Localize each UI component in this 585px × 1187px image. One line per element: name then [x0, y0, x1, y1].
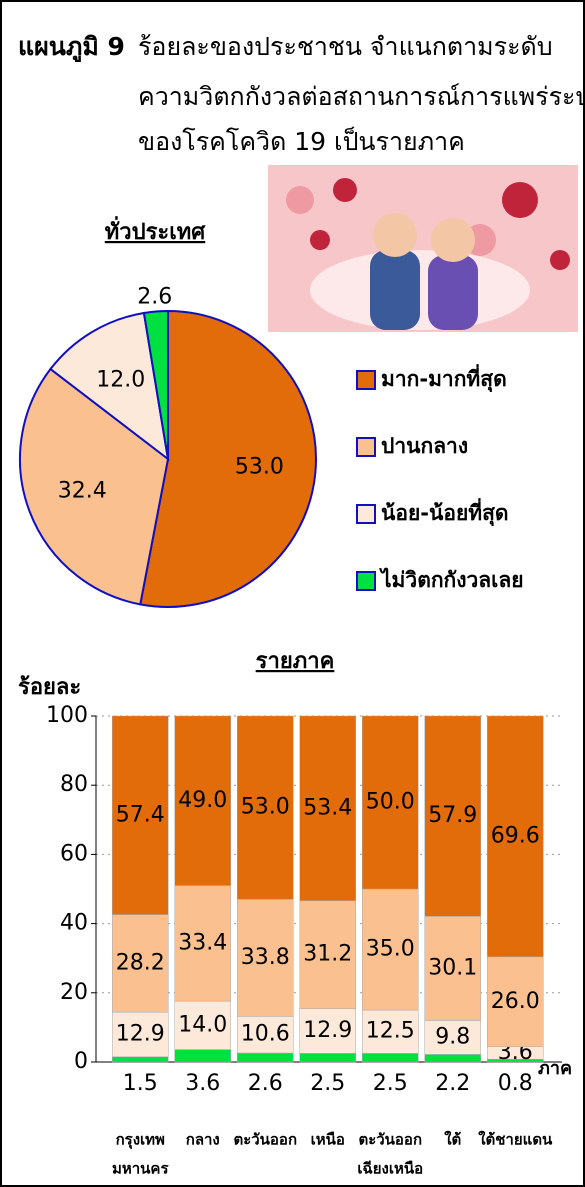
figure-label: แผนภูมิ 9 — [18, 32, 125, 63]
bar-segment — [299, 715, 356, 902]
bar-segment — [237, 1052, 294, 1063]
legend-label: ไม่วิตกกังวลเลย — [379, 567, 524, 592]
x-tick-label: ใต้ชายแดน — [478, 1131, 553, 1149]
slice-label: 12.0 — [96, 367, 145, 392]
bar-segment — [112, 914, 169, 1013]
value-label: 35.0 — [366, 937, 415, 962]
title-line: ความวิตกกังวลต่อสถานการณ์การแพร่ระบาด — [138, 82, 585, 111]
bar-segment — [237, 899, 294, 1017]
value-label: 12.5 — [366, 1019, 415, 1044]
bar-segment — [424, 1020, 481, 1055]
value-label: 33.4 — [178, 930, 227, 955]
bar-segment — [299, 1008, 356, 1054]
bar-segment — [112, 1011, 169, 1058]
pie-slice — [19, 367, 170, 606]
x-tick-label: ตะวันออก — [233, 1131, 297, 1149]
illustration — [268, 165, 578, 332]
bar-segment — [174, 885, 231, 1002]
bar-segment — [424, 1054, 481, 1063]
bar-segment — [299, 1053, 356, 1063]
bar-segment — [237, 715, 294, 900]
bar-segment — [112, 715, 169, 915]
value-label: 2.6 — [248, 1071, 283, 1096]
legend-swatch — [356, 437, 376, 457]
bar-segment — [424, 715, 481, 917]
x-axis-label: ภาค — [538, 1058, 572, 1079]
value-label: 1.5 — [123, 1071, 158, 1096]
value-label: 12.9 — [303, 1018, 352, 1043]
pie-slice — [49, 311, 170, 462]
legend-swatch — [356, 504, 376, 524]
legend-label: น้อย-น้อยที่สุด — [381, 497, 509, 527]
value-label: 50.0 — [366, 790, 415, 815]
y-tick-label: 60 — [60, 841, 88, 866]
value-label: 31.2 — [303, 942, 352, 967]
value-label: 2.5 — [310, 1071, 345, 1096]
bar-segment — [174, 1049, 231, 1063]
value-label: 30.1 — [428, 955, 477, 980]
y-tick-label: 20 — [60, 980, 88, 1005]
value-label: 57.4 — [116, 802, 165, 827]
pie-title: ทั่วประเทศ — [105, 215, 206, 245]
value-label: 14.0 — [178, 1012, 227, 1037]
legend-swatch — [356, 571, 376, 591]
bar-segment — [362, 888, 419, 1011]
value-label: 3.6 — [185, 1071, 220, 1096]
y-tick-label: 100 — [46, 703, 88, 728]
y-tick-label: 40 — [60, 911, 88, 936]
value-label: 53.4 — [303, 795, 352, 820]
legend-swatch — [356, 370, 376, 390]
x-tick-label: มหานคร — [112, 1160, 169, 1178]
value-label: 26.0 — [491, 989, 540, 1014]
bar-segment — [174, 715, 231, 886]
bar-segment — [237, 1016, 294, 1054]
value-label: 12.9 — [116, 1021, 165, 1046]
x-tick-label: กรุงเทพ — [116, 1131, 165, 1150]
bar-title: รายภาค — [256, 649, 335, 674]
slice-label: 2.6 — [137, 285, 172, 310]
value-label: 2.2 — [435, 1071, 470, 1096]
value-label: 69.6 — [491, 823, 540, 848]
legend-label: มาก-มากที่สุด — [381, 363, 507, 393]
x-tick-label: ใต้ — [444, 1131, 461, 1149]
pie-slice — [142, 309, 169, 460]
value-label: 10.6 — [241, 1022, 290, 1047]
slice-label: 32.4 — [58, 479, 107, 504]
value-label: 53.0 — [241, 795, 290, 820]
value-label: 49.0 — [178, 788, 227, 813]
bar-segment — [299, 900, 356, 1009]
title-line: ร้อยละของประชาชน จำแนกตามระดับ — [138, 32, 553, 61]
bar-segment — [362, 1009, 419, 1054]
y-tick-label: 80 — [60, 772, 88, 797]
value-label: 57.9 — [428, 803, 477, 828]
y-axis-label: ร้อยละ — [18, 675, 81, 700]
legend-label: ปานกลาง — [381, 434, 468, 458]
value-label: 2.5 — [373, 1071, 408, 1096]
value-label: 28.2 — [116, 950, 165, 975]
bar-segment — [362, 1053, 419, 1063]
value-label: 0.8 — [498, 1071, 533, 1096]
x-tick-label: เฉียงเหนือ — [357, 1160, 423, 1178]
title-line: ของโรคโควิด 19 เป็นรายภาค — [138, 126, 465, 156]
x-tick-label: กลาง — [186, 1131, 220, 1149]
bar-segment — [112, 1056, 169, 1063]
bar-segment — [362, 715, 419, 890]
bar-segment — [487, 715, 544, 958]
y-tick-label: 0 — [74, 1049, 88, 1074]
x-tick-label: เหนือ — [311, 1131, 345, 1149]
pie-slice — [139, 309, 317, 608]
slice-label: 53.0 — [235, 455, 284, 480]
x-tick-label: ตะวันออก — [358, 1131, 422, 1149]
value-label: 9.8 — [435, 1024, 470, 1049]
value-label: 33.8 — [241, 945, 290, 970]
